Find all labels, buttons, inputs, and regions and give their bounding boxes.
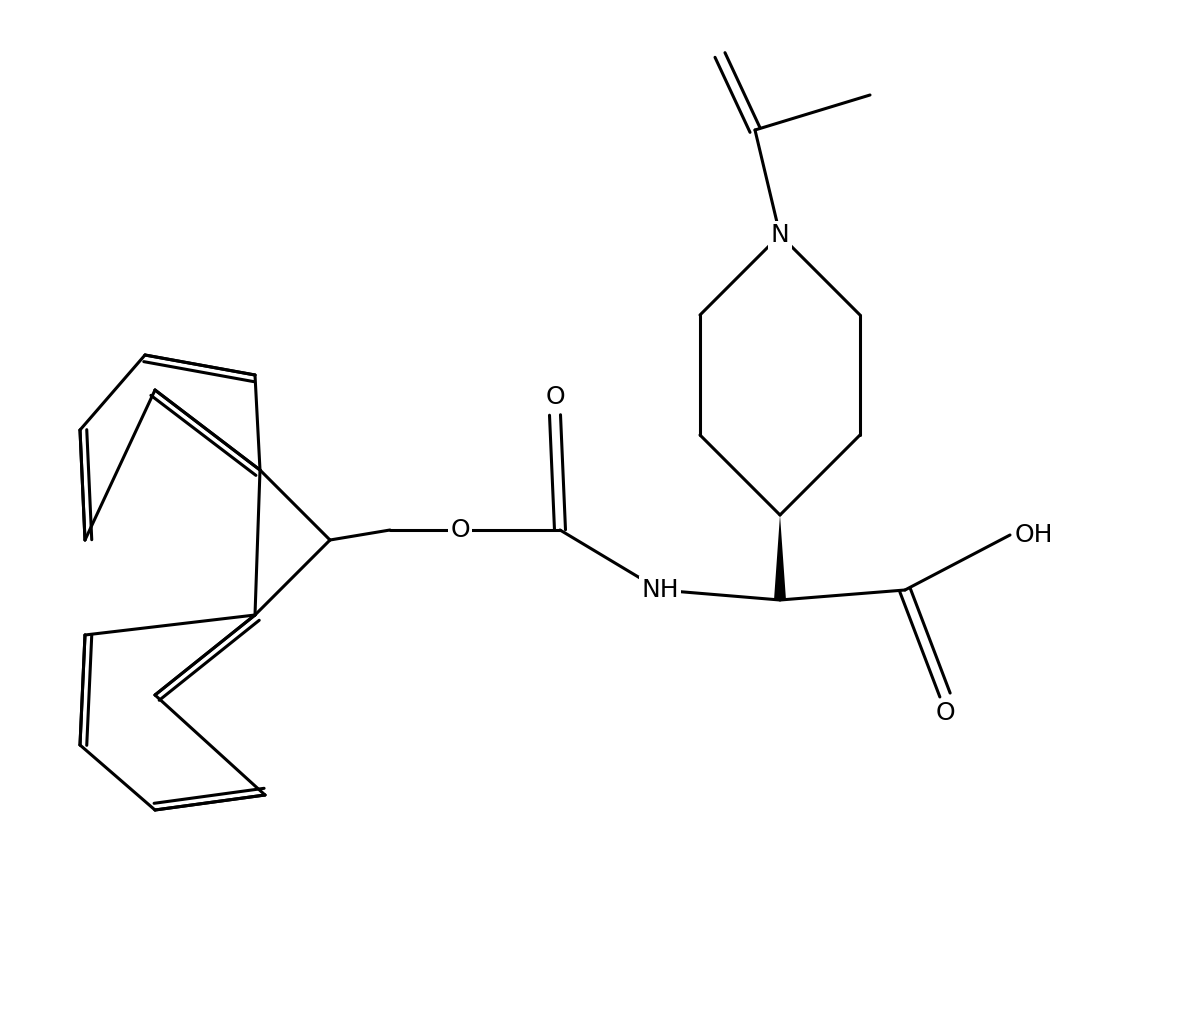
Text: O: O [450,518,469,542]
Text: O: O [935,701,955,725]
Text: O: O [545,385,565,409]
Text: N: N [771,223,790,247]
Text: NH: NH [641,578,678,602]
Text: OH: OH [1015,523,1053,547]
Polygon shape [774,515,786,600]
